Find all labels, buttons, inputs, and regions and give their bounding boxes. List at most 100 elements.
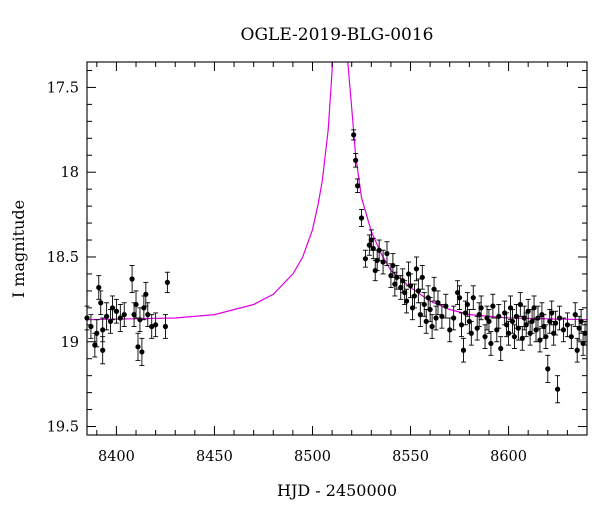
data-point [404, 298, 410, 304]
x-axis-label: HJD - 2450000 [277, 481, 397, 500]
data-point [521, 315, 527, 321]
data-point [578, 318, 584, 325]
data-point [443, 303, 449, 309]
data-point [574, 347, 580, 353]
model-curve-layer [87, 62, 587, 321]
data-point [439, 313, 445, 319]
data-point [354, 183, 361, 189]
y-tick-label: 19.5 [47, 420, 79, 436]
data-point [556, 315, 563, 321]
data-point [366, 242, 372, 248]
data-point [488, 340, 494, 347]
data-point [358, 215, 365, 221]
data-point [100, 327, 106, 333]
data-point [454, 289, 461, 296]
data-points-layer [84, 129, 588, 404]
data-point [468, 330, 474, 336]
data-point [413, 266, 420, 272]
data-point [568, 334, 574, 340]
data-point [476, 312, 482, 318]
data-point [133, 301, 139, 308]
data-point [537, 337, 543, 343]
data-point [109, 305, 116, 311]
axis-ticks [87, 62, 588, 435]
data-point [564, 322, 570, 328]
data-point [478, 305, 484, 311]
data-point [380, 259, 386, 265]
data-point [496, 313, 502, 319]
data-point [464, 301, 470, 308]
data-point [419, 274, 425, 280]
data-point [96, 284, 102, 291]
data-point [582, 330, 588, 336]
y-axis-label: I magnitude [9, 200, 28, 298]
data-point [504, 322, 510, 328]
data-point [431, 286, 437, 292]
data-point [554, 386, 561, 392]
data-point [394, 274, 400, 280]
data-point [417, 312, 423, 318]
data-point [411, 293, 418, 299]
data-point [525, 308, 531, 314]
data-point [143, 291, 149, 297]
data-point [398, 284, 404, 291]
data-point [515, 325, 521, 331]
data-point [490, 303, 496, 309]
data-point [429, 323, 435, 330]
data-point [451, 315, 457, 321]
data-point [511, 334, 518, 340]
data-point [407, 283, 414, 289]
data-point [117, 315, 123, 321]
data-point [162, 323, 169, 330]
data-point [572, 312, 578, 318]
data-point [421, 301, 427, 308]
data-point [390, 262, 396, 269]
data-point [519, 335, 525, 341]
data-point [460, 347, 467, 353]
data-point [131, 312, 137, 318]
data-point [423, 318, 429, 325]
data-point [505, 330, 512, 336]
data-point [458, 322, 465, 328]
data-point [402, 289, 408, 296]
data-point [576, 325, 582, 331]
data-point [149, 323, 155, 330]
data-point [392, 281, 398, 287]
data-point [427, 306, 433, 313]
data-point [535, 315, 541, 321]
data-point [498, 345, 504, 352]
data-point [145, 312, 151, 318]
plot-frame [86, 61, 588, 436]
data-point [137, 317, 143, 323]
x-tick-label: 8600 [490, 449, 527, 465]
data-point [376, 247, 382, 253]
data-point [139, 349, 145, 355]
data-point [362, 256, 369, 262]
data-point [353, 157, 359, 163]
data-point [447, 327, 453, 333]
data-point [351, 132, 357, 138]
y-tick-labels: 17.5 18 18.5 19 19.5 [47, 80, 79, 435]
data-point [164, 279, 170, 286]
data-point [113, 308, 120, 314]
x-tick-label: 8550 [392, 449, 429, 465]
data-point [121, 312, 127, 318]
data-point [153, 322, 159, 328]
data-point [129, 276, 135, 282]
y-tick-label: 17.5 [47, 80, 79, 96]
data-point [104, 313, 110, 319]
data-point [456, 295, 463, 301]
x-tick-label: 8450 [196, 449, 233, 465]
y-tick-label: 19 [61, 335, 79, 351]
data-point [517, 301, 523, 308]
data-point [462, 310, 469, 316]
data-point [486, 318, 492, 325]
chart-title: OGLE-2019-BLG-0016 [241, 25, 434, 45]
data-point [415, 288, 421, 294]
y-tick-label: 18.5 [47, 250, 79, 266]
data-point [560, 327, 567, 333]
data-point [545, 366, 551, 372]
data-point [549, 310, 555, 316]
data-point [384, 250, 390, 257]
